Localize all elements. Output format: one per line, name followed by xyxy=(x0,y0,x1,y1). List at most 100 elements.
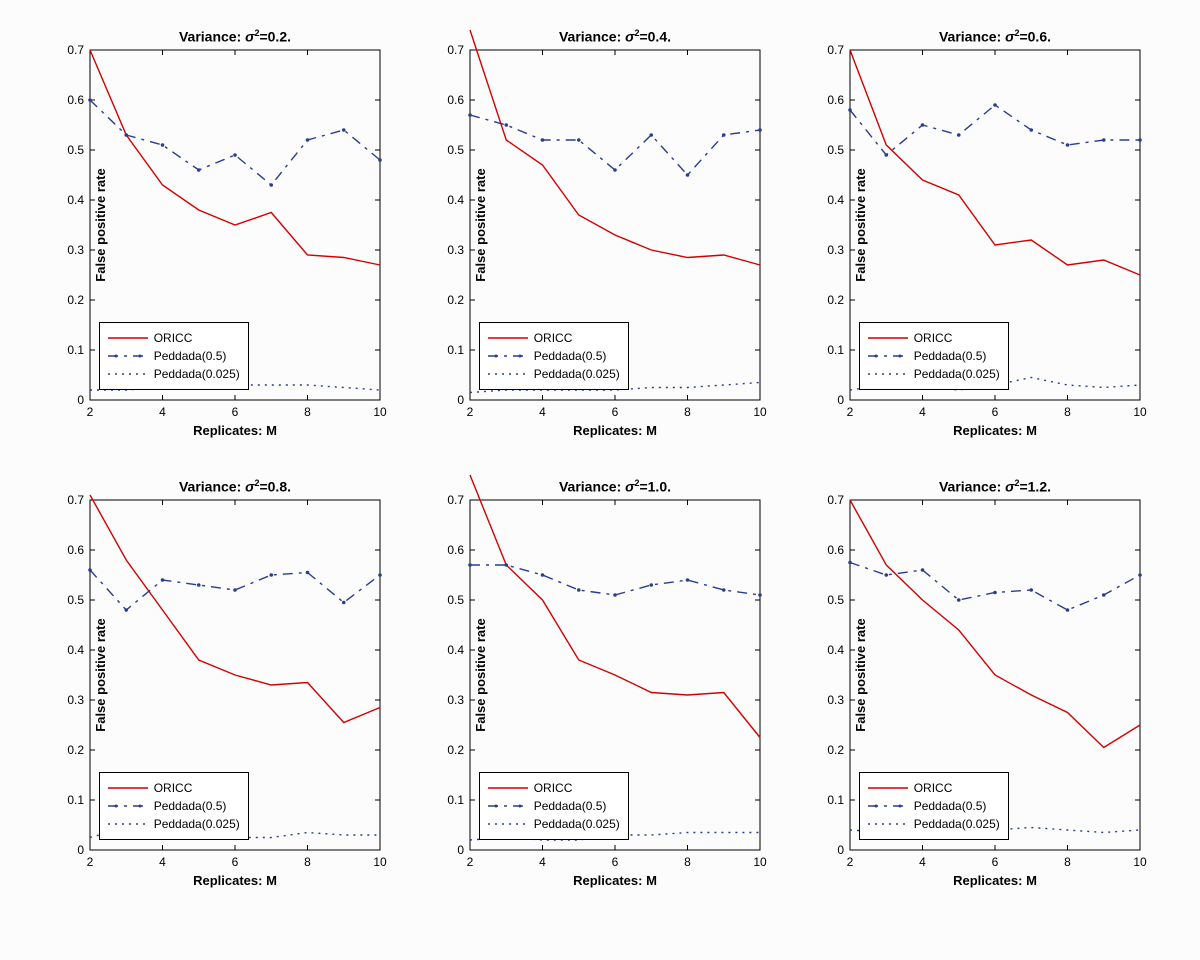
svg-text:0.2: 0.2 xyxy=(447,743,464,757)
legend-swatch xyxy=(868,781,908,795)
legend-label: Peddada(0.025) xyxy=(914,367,1000,381)
legend-swatch xyxy=(868,349,908,363)
chart-panel-4: Variance: σ2=1.0.False positive rateRepl… xyxy=(470,500,760,850)
svg-text:8: 8 xyxy=(684,855,691,869)
title-prefix: Variance: xyxy=(559,479,625,495)
legend-label: ORICC xyxy=(154,781,193,795)
svg-text:4: 4 xyxy=(919,405,926,419)
svg-text:0.5: 0.5 xyxy=(827,143,844,157)
legend-swatch xyxy=(108,781,148,795)
svg-text:6: 6 xyxy=(992,405,999,419)
svg-text:0: 0 xyxy=(837,393,844,407)
svg-text:8: 8 xyxy=(1064,405,1071,419)
chart-panel-5: Variance: σ2=1.2.False positive rateRepl… xyxy=(850,500,1140,850)
legend-item-Ped0025: Peddada(0.025) xyxy=(868,365,1000,383)
legend-label: ORICC xyxy=(154,331,193,345)
legend-label: Peddada(0.025) xyxy=(534,367,620,381)
legend: ORICC Peddada(0.5) Peddada(0.025) xyxy=(99,772,249,840)
svg-text:0.2: 0.2 xyxy=(447,293,464,307)
legend-label: Peddada(0.025) xyxy=(914,817,1000,831)
legend-swatch xyxy=(488,331,528,345)
series-line-ORICC xyxy=(850,50,1140,275)
legend-label: Peddada(0.025) xyxy=(154,817,240,831)
svg-text:4: 4 xyxy=(159,855,166,869)
svg-text:10: 10 xyxy=(1133,855,1147,869)
legend-label: ORICC xyxy=(534,331,573,345)
x-axis-label: Replicates: M xyxy=(90,423,380,438)
svg-text:10: 10 xyxy=(753,855,767,869)
legend-label: Peddada(0.5) xyxy=(534,799,607,813)
legend-label: ORICC xyxy=(914,781,953,795)
chart-panel-1: Variance: σ2=0.4.False positive rateRepl… xyxy=(470,50,760,400)
svg-text:2: 2 xyxy=(467,405,474,419)
svg-text:0.7: 0.7 xyxy=(447,493,464,507)
svg-text:0.4: 0.4 xyxy=(67,643,84,657)
svg-text:2: 2 xyxy=(87,405,94,419)
svg-text:2: 2 xyxy=(847,855,854,869)
svg-text:0.5: 0.5 xyxy=(447,593,464,607)
svg-text:2: 2 xyxy=(87,855,94,869)
legend-item-ORICC: ORICC xyxy=(868,779,1000,797)
x-axis-label: Replicates: M xyxy=(470,423,760,438)
sigma-value: 0.4 xyxy=(648,29,667,45)
legend-item-Ped05: Peddada(0.5) xyxy=(108,347,240,365)
svg-text:2: 2 xyxy=(467,855,474,869)
legend-label: Peddada(0.5) xyxy=(914,349,987,363)
svg-text:0.7: 0.7 xyxy=(67,493,84,507)
legend-label: Peddada(0.5) xyxy=(154,799,227,813)
svg-text:0.1: 0.1 xyxy=(827,343,844,357)
legend-item-Ped05: Peddada(0.5) xyxy=(488,347,620,365)
legend-label: Peddada(0.5) xyxy=(914,799,987,813)
svg-text:6: 6 xyxy=(612,855,619,869)
chart-panel-2: Variance: σ2=0.6.False positive rateRepl… xyxy=(850,50,1140,400)
x-axis-label: Replicates: M xyxy=(850,423,1140,438)
sigma-value: 0.6 xyxy=(1028,29,1047,45)
svg-text:0.4: 0.4 xyxy=(827,193,844,207)
legend-item-Ped05: Peddada(0.5) xyxy=(488,797,620,815)
legend-item-ORICC: ORICC xyxy=(108,779,240,797)
svg-text:0.2: 0.2 xyxy=(67,293,84,307)
x-axis-label: Replicates: M xyxy=(470,873,760,888)
legend-swatch xyxy=(108,817,148,831)
series-line-Ped05 xyxy=(90,100,380,185)
legend-swatch xyxy=(108,367,148,381)
legend-swatch xyxy=(868,817,908,831)
legend-item-Ped0025: Peddada(0.025) xyxy=(108,815,240,833)
svg-text:8: 8 xyxy=(1064,855,1071,869)
svg-text:0.5: 0.5 xyxy=(447,143,464,157)
legend-swatch xyxy=(868,367,908,381)
svg-text:0.4: 0.4 xyxy=(447,643,464,657)
svg-text:0.2: 0.2 xyxy=(827,293,844,307)
legend-swatch xyxy=(488,781,528,795)
panel-title: Variance: σ2=1.2. xyxy=(850,478,1140,495)
svg-text:4: 4 xyxy=(919,855,926,869)
series-line-ORICC xyxy=(470,30,760,265)
legend-item-Ped05: Peddada(0.5) xyxy=(868,797,1000,815)
series-line-ORICC xyxy=(90,50,380,265)
svg-text:0.6: 0.6 xyxy=(447,543,464,557)
svg-text:0.4: 0.4 xyxy=(67,193,84,207)
svg-text:10: 10 xyxy=(1133,405,1147,419)
svg-text:0.3: 0.3 xyxy=(67,243,84,257)
svg-text:0: 0 xyxy=(457,393,464,407)
svg-text:6: 6 xyxy=(612,405,619,419)
svg-text:0.5: 0.5 xyxy=(67,143,84,157)
panel-title: Variance: σ2=0.6. xyxy=(850,28,1140,45)
panel-title: Variance: σ2=0.4. xyxy=(470,28,760,45)
legend-label: Peddada(0.025) xyxy=(154,367,240,381)
title-prefix: Variance: xyxy=(179,29,245,45)
chart-panel-3: Variance: σ2=0.8.False positive rateRepl… xyxy=(90,500,380,850)
svg-text:0.1: 0.1 xyxy=(447,793,464,807)
legend-item-Ped0025: Peddada(0.025) xyxy=(488,815,620,833)
legend-label: ORICC xyxy=(534,781,573,795)
legend-item-Ped0025: Peddada(0.025) xyxy=(488,365,620,383)
svg-text:0.2: 0.2 xyxy=(67,743,84,757)
legend-swatch xyxy=(488,349,528,363)
svg-text:0.2: 0.2 xyxy=(827,743,844,757)
svg-text:0: 0 xyxy=(457,843,464,857)
legend: ORICC Peddada(0.5) Peddada(0.025) xyxy=(479,772,629,840)
svg-text:6: 6 xyxy=(992,855,999,869)
svg-text:0.3: 0.3 xyxy=(447,693,464,707)
legend-item-Ped0025: Peddada(0.025) xyxy=(108,365,240,383)
sigma-value: 0.2 xyxy=(268,29,287,45)
